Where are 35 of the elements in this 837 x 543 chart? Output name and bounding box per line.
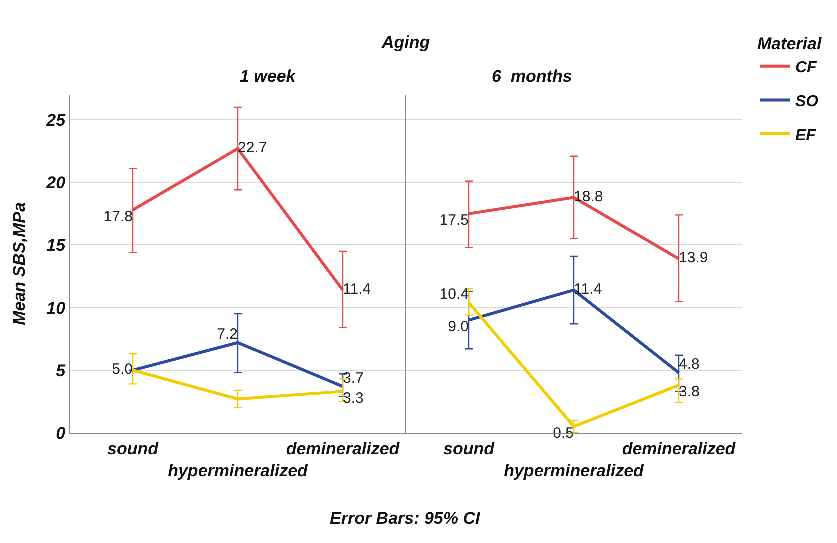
x-tick-label: demineralized (622, 439, 736, 458)
legend-label: CF (795, 60, 818, 77)
chart-title: 1 week (240, 67, 298, 86)
chart-title: 6 months (492, 67, 572, 86)
data-label: 10.4 (440, 286, 469, 304)
data-label: 11.4 (574, 281, 602, 298)
legend-label: EF (795, 127, 818, 144)
y-tick-label: 10 (46, 298, 66, 318)
y-tick-label: 15 (46, 236, 66, 256)
data-label: 17.8 (104, 208, 133, 226)
legend-label: SO (795, 93, 820, 110)
x-tick-label: sound (444, 439, 496, 458)
data-label: 18.8 (574, 188, 604, 206)
y-axis-title: Mean SBS,MPa (10, 202, 30, 326)
data-label: 22.7 (238, 140, 268, 157)
data-label: 3.3 (343, 390, 364, 407)
data-label: 5.0 (112, 361, 133, 378)
text: Aging (381, 33, 431, 52)
x-tick-label: demineralized (286, 439, 400, 458)
y-tick-label: 20 (46, 174, 66, 193)
data-label: 7.2 (217, 326, 238, 344)
data-label: 3.8 (679, 384, 700, 401)
text: Error Bars: 95% CI (330, 509, 482, 528)
y-tick-label: 25 (46, 110, 66, 130)
data-label: 13.9 (679, 250, 708, 267)
x-tick-label: sound (108, 439, 160, 458)
x-tick-label: hypermineralized (504, 462, 645, 480)
data-label: 3.7 (343, 370, 364, 387)
data-label: 11.4 (343, 281, 372, 298)
legend-title: Material (757, 34, 823, 54)
data-label: 17.5 (440, 212, 469, 230)
y-tick-label: 5 (56, 361, 66, 380)
data-label: 9.0 (448, 318, 469, 336)
x-tick-label: hypermineralized (168, 462, 309, 480)
y-tick-label: 0 (56, 424, 66, 443)
